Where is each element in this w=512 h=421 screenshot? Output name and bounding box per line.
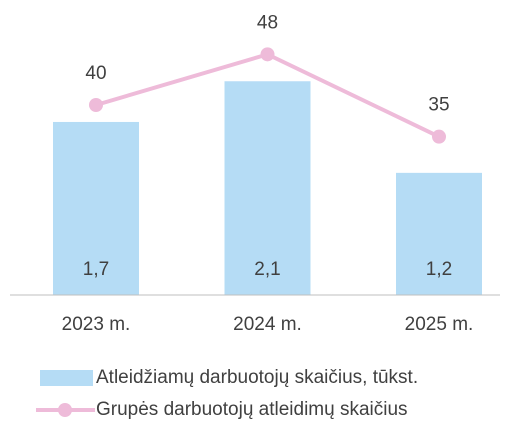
bar-value-label: 2,1	[254, 259, 280, 280]
line-value-label: 35	[428, 95, 449, 116]
line-value-label: 40	[85, 63, 106, 84]
bar	[396, 172, 482, 295]
x-tick-label: 2025 m.	[405, 314, 474, 335]
legend-label: Grupės darbuotojų atleidimų skaičius	[96, 399, 408, 420]
legend-label: Atleidžiamų darbuotojų skaičius, tūkst.	[96, 367, 418, 388]
line-marker	[260, 47, 275, 62]
line-value-label: 48	[257, 12, 278, 33]
x-tick-label: 2024 m.	[233, 314, 302, 335]
legend-swatch	[40, 370, 93, 386]
bar-value-label: 1,7	[83, 259, 109, 280]
line-marker	[432, 129, 446, 144]
line-marker	[89, 98, 103, 112]
bar	[224, 81, 311, 295]
x-tick-label: 2023 m.	[62, 314, 131, 335]
bar	[53, 121, 139, 295]
bar-value-label: 1,2	[426, 259, 452, 280]
legend-marker	[58, 403, 72, 417]
